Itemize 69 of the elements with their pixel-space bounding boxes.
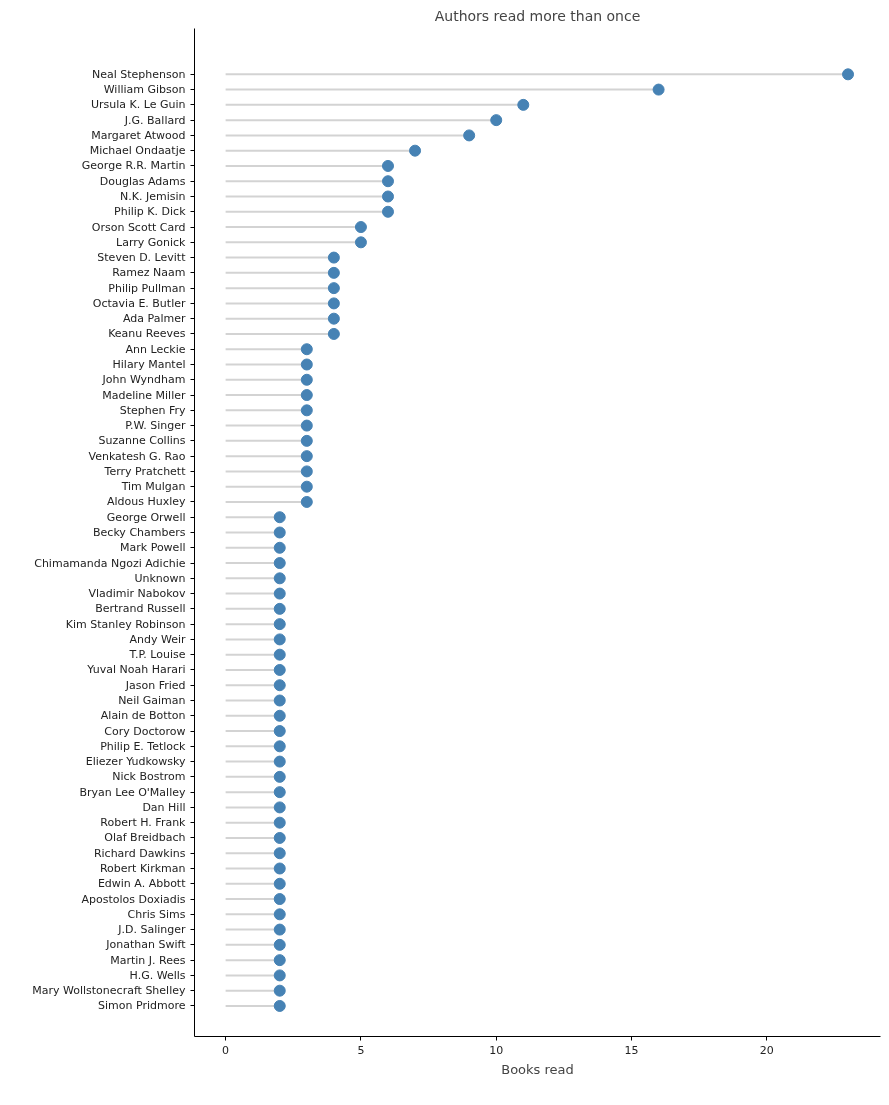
x-tick-label: 0	[222, 1043, 230, 1057]
y-tick-label: William Gibson	[103, 83, 186, 97]
y-tick-label: P.W. Singer	[125, 419, 186, 433]
y-tick-label: Apostolos Doxiadis	[81, 892, 186, 906]
y-tick-label: Steven D. Levitt	[97, 251, 187, 265]
y-tick-label: Chris Sims	[127, 907, 186, 921]
y-tick-label: J.G. Ballard	[123, 113, 186, 127]
y-tick-label: Chimamanda Ngozi Adichie	[34, 556, 186, 570]
y-tick-label: Stephen Fry	[119, 403, 186, 417]
y-tick-label: Ramez Naam	[112, 266, 186, 280]
y-tick-label: Keanu Reeves	[108, 327, 186, 341]
y-tick-label: Philip Pullman	[108, 281, 186, 295]
y-tick-label: Mary Wollstonecraft Shelley	[32, 984, 186, 998]
y-tick-label: Jonathan Swift	[105, 938, 187, 952]
y-tick-label: Ann Leckie	[125, 342, 186, 356]
y-tick-label: Edwin A. Abbott	[97, 877, 187, 891]
chart-title: Authors read more than once	[434, 7, 641, 24]
y-tick-label: Richard Dawkins	[93, 846, 186, 860]
y-tick-label: Douglas Adams	[99, 174, 186, 188]
y-tick-label: H.G. Wells	[129, 968, 186, 982]
y-tick-label: Yuval Noah Harari	[86, 663, 186, 677]
y-tick-label: Martin J. Rees	[110, 953, 186, 967]
y-tick-label: Ursula K. Le Guin	[91, 98, 186, 112]
y-tick-label: Ada Palmer	[123, 312, 186, 326]
y-tick-label: Jason Fried	[124, 678, 186, 692]
y-tick-label: Neal Stephenson	[92, 67, 186, 81]
y-tick-label: Robert H. Frank	[100, 816, 187, 830]
y-tick-label: Unknown	[134, 571, 186, 585]
x-tick-label: 10	[489, 1043, 504, 1057]
y-tick-label: Cory Doctorow	[104, 724, 186, 738]
y-tick-label: John Wyndham	[101, 373, 186, 387]
y-tick-label: N.K. Jemisin	[120, 190, 186, 203]
y-tick-label: Madeline Miller	[102, 388, 186, 402]
y-tick-label: Hilary Mantel	[112, 358, 186, 371]
y-tick-label: Philip E. Tetlock	[100, 739, 187, 753]
y-tick-label: Octavia E. Butler	[92, 296, 186, 310]
y-tick-label: Michael Ondaatje	[89, 144, 186, 158]
y-tick-label: Vladimir Nabokov	[88, 587, 186, 601]
x-tick-label: 15	[624, 1043, 639, 1057]
y-tick-label: J.D. Salinger	[117, 923, 186, 937]
y-tick-label: Nick Bostrom	[112, 770, 186, 784]
y-tick-label: Suzanne Collins	[98, 434, 186, 448]
y-tick-label: Margaret Atwood	[91, 128, 186, 142]
x-tick-label: 20	[759, 1043, 774, 1057]
y-tick-label: Bryan Lee O'Malley	[79, 785, 186, 799]
x-tick-label: 5	[357, 1043, 365, 1057]
y-tick-label: Robert Kirkman	[99, 862, 186, 875]
y-tick-label: Tim Mulgan	[120, 480, 186, 494]
y-tick-label: T.P. Louise	[128, 648, 186, 662]
y-tick-label: Neil Gaiman	[118, 694, 186, 707]
y-tick-label: Eliezer Yudkowsky	[85, 755, 186, 769]
y-tick-label: Mark Powell	[120, 541, 186, 555]
y-tick-label: George Orwell	[106, 510, 186, 524]
y-tick-label: Venkatesh G. Rao	[88, 449, 186, 463]
y-tick-label: Terry Pratchett	[103, 464, 187, 478]
y-tick-label: Bertrand Russell	[95, 602, 186, 616]
y-tick-label: Andy Weir	[129, 632, 186, 646]
y-tick-label: Dan Hill	[142, 800, 186, 814]
y-tick-label: Alain de Botton	[100, 709, 186, 723]
x-axis-title: Books read	[501, 1061, 574, 1077]
y-tick-label: George R.R. Martin	[81, 159, 186, 173]
y-tick-label: Larry Gonick	[116, 235, 187, 249]
y-tick-label: Orson Scott Card	[91, 220, 186, 234]
y-tick-label: Olaf Breidbach	[104, 831, 186, 845]
y-tick-label: Simon Pridmore	[98, 999, 186, 1013]
y-tick-label: Becky Chambers	[93, 526, 186, 539]
y-tick-label: Philip K. Dick	[114, 205, 187, 219]
y-tick-label: Aldous Huxley	[106, 495, 186, 509]
y-tick-label: Kim Stanley Robinson	[65, 617, 186, 631]
